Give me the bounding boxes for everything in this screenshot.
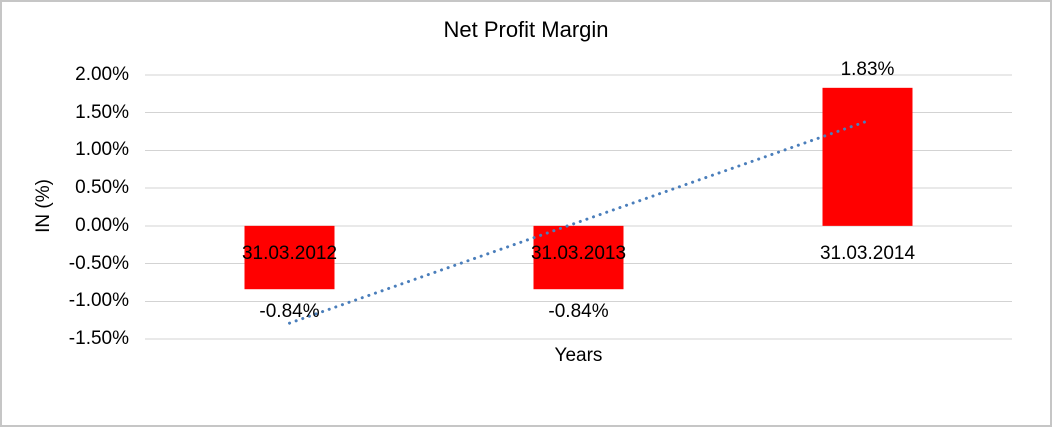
y-tick-label: 0.00% [75, 214, 129, 236]
y-tick-label: 2.00% [75, 64, 129, 85]
data-label-31.03.2012: -0.84% [259, 301, 320, 323]
y-tick-label: -1.00% [68, 290, 129, 312]
category-label-31.03.2012: 31.03.2012 [241, 243, 338, 264]
chart-title: Net Profit Margin [443, 17, 609, 42]
y-tick-label: 0.50% [75, 177, 129, 199]
data-label-31.03.2014: 1.83% [840, 58, 895, 80]
bar-31.03.2014 [822, 87, 913, 226]
y-tick-label: -0.50% [68, 252, 129, 274]
gridlines [145, 74, 1012, 340]
y-tick-label: 1.50% [75, 101, 129, 123]
category-label-31.03.2013: 31.03.2013 [530, 243, 627, 264]
trendline [288, 119, 869, 325]
data-label-31.03.2013: -0.84% [548, 301, 609, 323]
linear-trendline [288, 119, 869, 325]
y-tick-label: 1.00% [75, 139, 129, 161]
y-tick-label: -1.50% [68, 328, 129, 349]
x-axis-title: Years [554, 345, 603, 366]
category-label-31.03.2014: 31.03.2014 [819, 243, 916, 264]
